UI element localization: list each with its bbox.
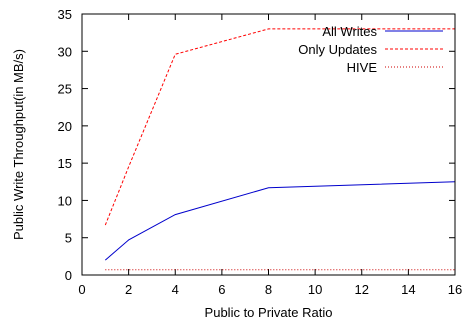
y-axis-label: Public Write Throughput(in MB/s)	[11, 49, 26, 240]
y-tick-label: 0	[65, 268, 72, 283]
legend-label: All Writes	[322, 24, 377, 39]
legend-label: Only Updates	[298, 42, 377, 57]
x-axis-label: Public to Private Ratio	[205, 305, 333, 320]
y-tick-label: 25	[58, 82, 72, 97]
legend: All Writes Only Updates HIVE	[298, 24, 443, 75]
x-tick-label: 12	[355, 282, 369, 297]
x-tick-label: 8	[265, 282, 272, 297]
legend-label: HIVE	[347, 60, 378, 75]
x-tick-label: 16	[448, 282, 462, 297]
y-tick-label: 5	[65, 231, 72, 246]
series-line-0	[104, 181, 456, 261]
series-line-1	[104, 28, 455, 226]
y-tick-label: 20	[58, 119, 72, 134]
y-tick-label: 35	[58, 7, 72, 22]
x-tick-label: 6	[218, 282, 225, 297]
x-tick-label: 4	[172, 282, 179, 297]
y-tick-label: 15	[58, 156, 72, 171]
x-tick-label: 2	[125, 282, 132, 297]
x-tick-label: 10	[308, 282, 322, 297]
plot-frame	[81, 13, 456, 276]
y-tick-label: 10	[58, 193, 72, 208]
y-tick-label: 30	[58, 44, 72, 59]
x-tick-label: 14	[401, 282, 415, 297]
x-tick-label: 0	[78, 282, 85, 297]
series-lines	[104, 28, 456, 271]
tick-labels: 0 2 4 6 8 10 12 14 16 0 5 10 15 20 25 30 35	[58, 7, 463, 297]
